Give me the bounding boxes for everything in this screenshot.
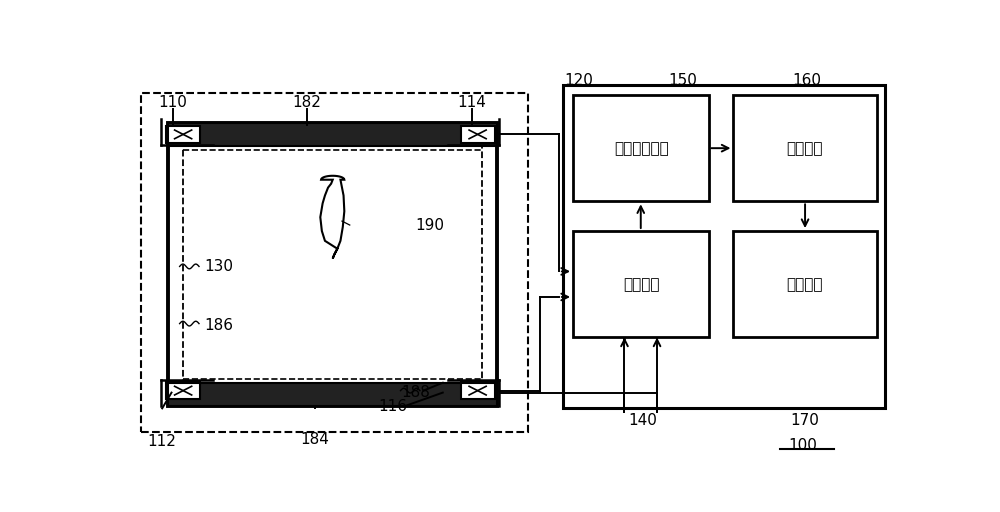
- Bar: [166, 382, 200, 399]
- Text: 130: 130: [204, 259, 233, 274]
- Bar: [563, 85, 885, 409]
- Text: 112: 112: [148, 434, 177, 450]
- Text: 186: 186: [204, 318, 233, 333]
- Text: 184: 184: [300, 433, 329, 447]
- Text: 160: 160: [792, 73, 822, 88]
- Bar: [183, 136, 482, 395]
- Bar: [461, 382, 495, 399]
- Bar: [461, 126, 495, 143]
- Bar: [166, 126, 200, 143]
- Text: 140: 140: [628, 413, 657, 428]
- Text: 计算模组: 计算模组: [786, 276, 823, 292]
- Text: 取像模组: 取像模组: [623, 276, 659, 292]
- Bar: [733, 95, 877, 201]
- Text: 100: 100: [789, 438, 818, 453]
- Text: 配对处理模组: 配对处理模组: [614, 141, 669, 156]
- Bar: [733, 231, 877, 337]
- Bar: [573, 231, 709, 337]
- Text: 182: 182: [293, 95, 322, 110]
- Text: 过滤模组: 过滤模组: [786, 141, 823, 156]
- Text: 188: 188: [401, 385, 430, 400]
- Text: 170: 170: [790, 413, 819, 428]
- Bar: [140, 93, 528, 432]
- Bar: [168, 122, 497, 407]
- Text: 110: 110: [159, 95, 187, 110]
- Bar: [573, 95, 709, 201]
- Text: 116: 116: [378, 399, 407, 414]
- Text: 150: 150: [669, 73, 697, 88]
- Text: 114: 114: [458, 95, 487, 110]
- Text: 120: 120: [564, 73, 593, 88]
- Text: 190: 190: [416, 218, 445, 232]
